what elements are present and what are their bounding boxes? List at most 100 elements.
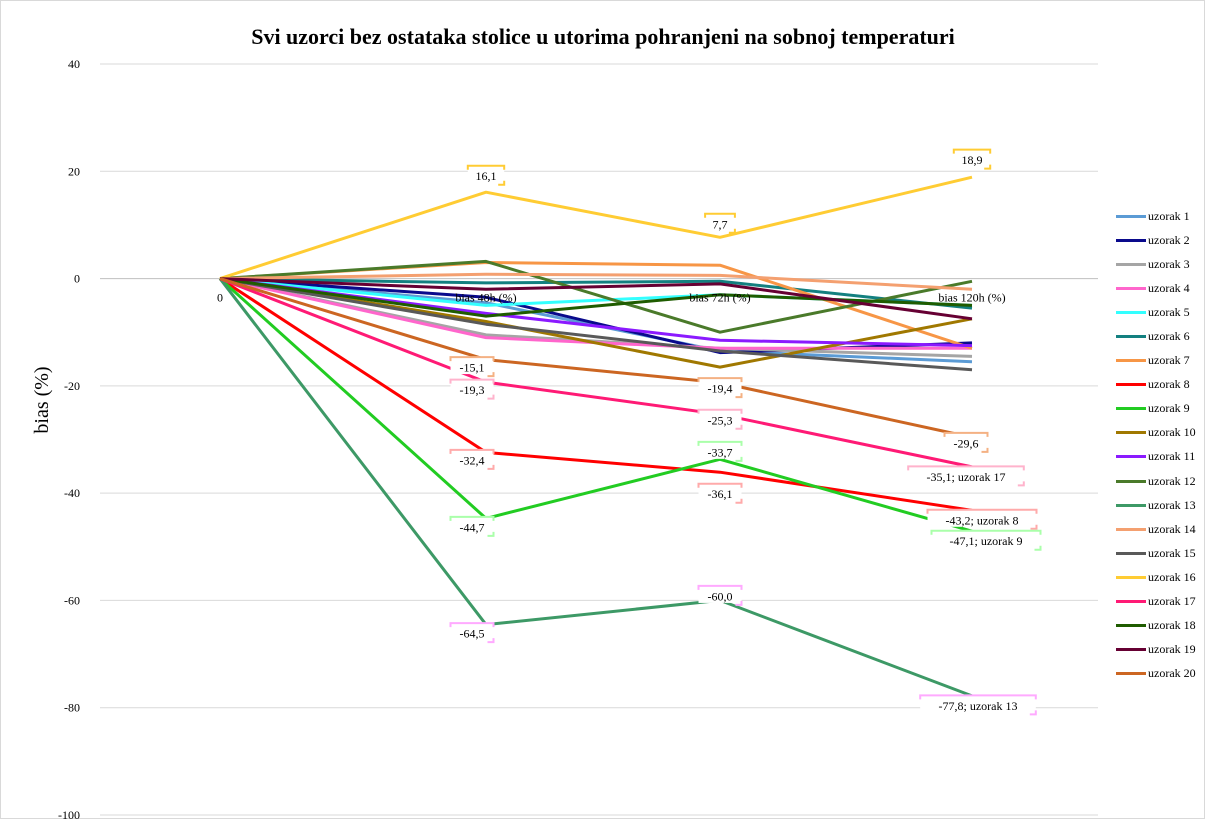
data-label-border — [1034, 545, 1042, 551]
legend-swatch — [1116, 672, 1146, 676]
data-label-border — [487, 464, 495, 470]
data-label: -19,3 — [449, 378, 495, 400]
legend-label: uzorak 2 — [1148, 232, 1190, 247]
legend-item: uzorak 1 — [1116, 204, 1196, 228]
data-label: 7,7 — [704, 212, 736, 234]
legend-item: uzorak 16 — [1116, 565, 1196, 589]
legend-label: uzorak 10 — [1148, 425, 1196, 440]
data-label-text: -47,1; uzorak 9 — [950, 534, 1023, 548]
series-line-14 — [219, 272, 973, 291]
legend-item: uzorak 12 — [1116, 469, 1196, 493]
data-label-border — [919, 694, 1037, 700]
data-label-border — [735, 424, 743, 430]
legend-swatch — [1116, 624, 1146, 628]
legend-swatch — [1116, 455, 1146, 459]
data-label-border — [498, 180, 506, 186]
data-label-bg — [698, 441, 742, 459]
legend-swatch — [1116, 407, 1146, 411]
legend-swatch — [1116, 431, 1146, 435]
legend-label: uzorak 1 — [1148, 208, 1190, 223]
y-tick-label: -80 — [64, 701, 80, 715]
y-tick-label: -40 — [64, 486, 80, 500]
data-label-border — [697, 408, 743, 414]
data-label-text: -29,6 — [954, 436, 979, 450]
legend-item: uzorak 5 — [1116, 300, 1196, 324]
legend-item: uzorak 10 — [1116, 421, 1196, 445]
data-label-bg — [698, 483, 742, 501]
data-label-bg — [931, 530, 1041, 548]
series-line-20 — [219, 277, 973, 439]
data-label-bg — [920, 695, 1036, 713]
data-label-border — [984, 164, 992, 170]
data-label-border — [449, 515, 495, 521]
data-label-bg — [450, 516, 494, 534]
data-label-border — [735, 498, 743, 504]
data-label: -35,1; uzorak 17 — [907, 465, 1025, 487]
legend-label: uzorak 11 — [1148, 449, 1196, 464]
data-label-text: -43,2; uzorak 8 — [946, 513, 1019, 527]
y-axis-label: bias (%) — [31, 366, 53, 433]
data-label-text: -44,7 — [460, 520, 485, 534]
legend-item: uzorak 11 — [1116, 445, 1196, 469]
data-label-border — [735, 600, 743, 606]
data-label-bg — [705, 213, 735, 231]
data-label-text: 7,7 — [713, 217, 728, 231]
legend-swatch — [1116, 648, 1146, 652]
legend-swatch — [1116, 286, 1146, 290]
legend-swatch — [1116, 310, 1146, 314]
legend-label: uzorak 12 — [1148, 473, 1196, 488]
data-label-bg — [450, 379, 494, 397]
chart-legend: uzorak 1 uzorak 2 uzorak 3 uzorak 4 uzorak 5… — [1116, 204, 1196, 686]
data-label-bg — [953, 149, 991, 167]
data-label-border — [697, 584, 743, 590]
y-tick-label: -20 — [64, 379, 80, 393]
data-label-border — [449, 448, 495, 454]
legend-item: uzorak 18 — [1116, 614, 1196, 638]
data-label-bg — [908, 466, 1024, 484]
data-label-text: -19,4 — [708, 382, 733, 396]
data-label-border — [926, 508, 1038, 514]
data-label: -43,2; uzorak 8 — [926, 508, 1038, 530]
legend-label: uzorak 20 — [1148, 666, 1196, 681]
data-label-text: -19,3 — [460, 383, 485, 397]
data-label-bg — [450, 357, 494, 375]
legend-swatch — [1116, 214, 1146, 218]
data-label: -32,4 — [449, 448, 495, 470]
data-label-bg — [944, 432, 988, 450]
data-label-text: -33,7 — [708, 445, 733, 459]
data-label: -15,1 — [449, 356, 495, 378]
legend-item: uzorak 2 — [1116, 228, 1196, 252]
data-label-bg — [450, 449, 494, 467]
data-label: -29,6 — [943, 431, 989, 453]
legend-label: uzorak 15 — [1148, 545, 1196, 560]
legend-label: uzorak 14 — [1148, 521, 1196, 536]
data-label: -64,5 — [449, 622, 495, 644]
data-label: -36,1 — [697, 482, 743, 504]
data-label-border — [1029, 710, 1037, 716]
series-line-8 — [219, 277, 973, 512]
legend-item: uzorak 4 — [1116, 276, 1196, 300]
y-tick-label: 20 — [68, 164, 80, 178]
legend-label: uzorak 7 — [1148, 353, 1190, 368]
data-label: 18,9 — [952, 148, 992, 170]
data-label-text: -15,1 — [460, 361, 485, 375]
data-label-border — [449, 378, 495, 384]
data-label: -19,4 — [697, 377, 743, 399]
legend-item: uzorak 6 — [1116, 324, 1196, 348]
legend-item: uzorak 7 — [1116, 349, 1196, 373]
data-label-border — [697, 377, 743, 383]
data-label-border — [487, 638, 495, 644]
chart-title: Svi uzorci bez ostataka stolice u utorim… — [251, 24, 955, 49]
data-label-border — [735, 393, 743, 399]
legend-swatch — [1116, 575, 1146, 579]
data-label-border — [981, 447, 989, 453]
data-label-text: -32,4 — [460, 453, 485, 467]
data-label-text: -25,3 — [708, 413, 733, 427]
data-label-bg — [698, 585, 742, 603]
legend-item: uzorak 20 — [1116, 662, 1196, 686]
series-line-16 — [219, 175, 973, 281]
data-label: 16,1 — [466, 164, 506, 186]
series-line-15 — [219, 277, 973, 372]
data-label-border — [704, 212, 736, 218]
